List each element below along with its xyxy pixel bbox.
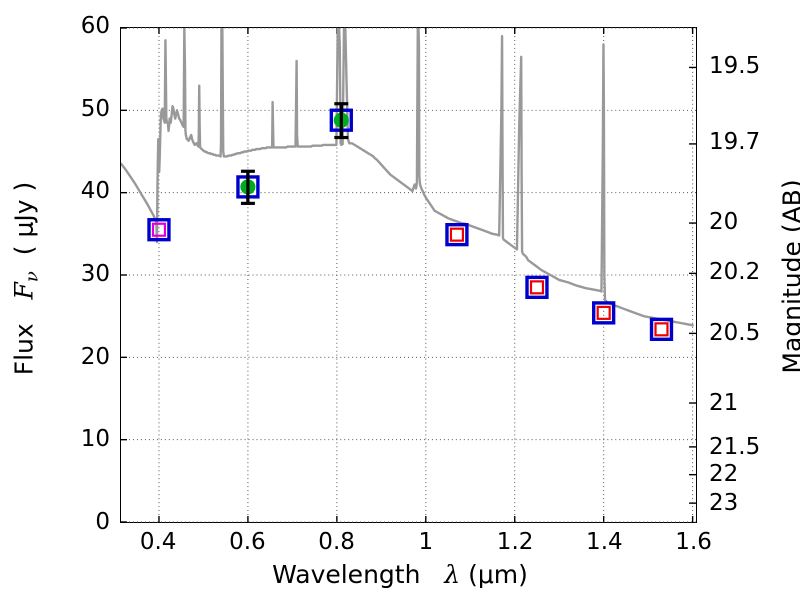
photometry-point-p2 <box>236 169 260 205</box>
y-axis-left-title: Flux Fν ( μJy ) <box>9 79 42 479</box>
x-axis-title-units: (μm) <box>468 560 528 589</box>
photometry-point-p5 <box>525 275 549 300</box>
plot-area <box>120 27 697 523</box>
photometry-point-p6 <box>592 301 616 325</box>
y-left-tick-40: 40 <box>80 178 110 205</box>
y-left-tick-0: 0 <box>95 509 110 535</box>
y-right-tick-21: 21 <box>709 389 739 416</box>
x-tick-1.2: 1.2 <box>496 529 534 555</box>
x-axis-title: Wavelength λ (μm) <box>0 560 800 589</box>
x-tick-1.4: 1.4 <box>586 529 623 555</box>
x-tick-1.6: 1.6 <box>675 529 712 555</box>
y-axis-left-title-units: ( μJy ) <box>9 181 39 256</box>
y-right-tick-19.7: 19.7 <box>709 129 761 156</box>
y-right-tick-20: 20 <box>709 208 739 235</box>
x-tick-0.8: 0.8 <box>318 529 355 555</box>
x-tick-0.6: 0.6 <box>229 529 266 555</box>
y-right-tick-20.5: 20.5 <box>709 319 761 346</box>
data-layer <box>121 28 694 341</box>
flux-symbol: F <box>9 282 39 300</box>
y-left-tick-50: 50 <box>80 95 110 122</box>
lambda-symbol: λ <box>444 560 461 589</box>
y-axis-left-title-prefix: Flux <box>9 323 39 376</box>
y-left-tick-30: 30 <box>80 261 110 287</box>
x-axis-title-prefix: Wavelength <box>272 560 421 589</box>
x-tick-1: 1 <box>418 529 434 555</box>
y-left-tick-10: 10 <box>80 426 110 453</box>
y-left-tick-20: 20 <box>80 343 110 370</box>
y-axis-right-title: Magnitude (AB) <box>777 179 800 374</box>
photometry-point-p1 <box>147 218 171 242</box>
spectrum-curve <box>121 28 694 327</box>
photometry-point-p7 <box>649 317 674 341</box>
y-right-tick-22: 22 <box>709 461 739 488</box>
y-left-tick-60: 60 <box>80 13 110 39</box>
y-right-tick-23: 23 <box>709 490 739 517</box>
photometry-point-p4 <box>445 223 469 247</box>
x-tick-0.4: 0.4 <box>139 529 177 555</box>
y-right-tick-19.5: 19.5 <box>709 52 761 79</box>
nu-subscript: ν <box>21 271 43 283</box>
y-right-tick-20.2: 20.2 <box>709 259 761 286</box>
y-right-tick-21.5: 21.5 <box>709 433 761 460</box>
photometry-point-p3 <box>329 102 353 140</box>
